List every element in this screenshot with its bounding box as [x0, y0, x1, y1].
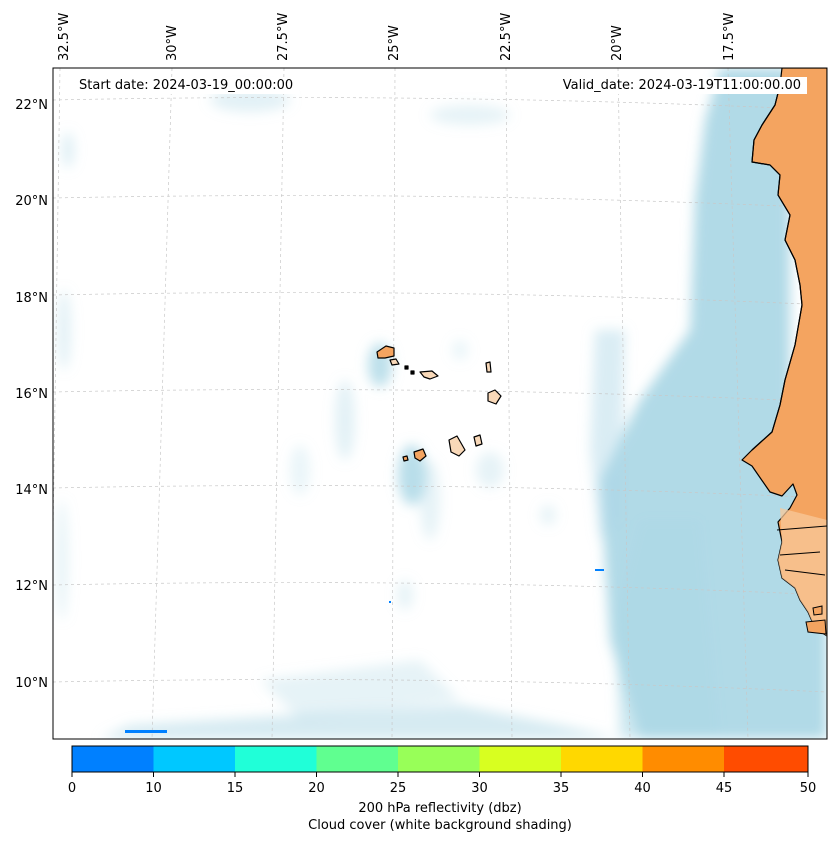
- colorbar-tick-20: 20: [308, 781, 325, 796]
- longitude-label-20w: 20°W: [610, 25, 625, 61]
- colorbar-tick-10: 10: [145, 781, 162, 796]
- colorbar-tick-50: 50: [799, 781, 817, 796]
- colorbar-tick-35: 35: [552, 781, 570, 796]
- valid-date-label: Valid_date: 2024-03-19T11:00:00.00: [556, 77, 807, 94]
- colorbar-segment-3: [316, 746, 398, 772]
- colorbar-segment-1: [153, 746, 235, 772]
- latitude-label-18n: 18°N: [15, 291, 48, 306]
- map-frame: [52, 67, 828, 740]
- longitude-label-30w: 30°W: [165, 25, 180, 61]
- latitude-label-16n: 16°N: [15, 387, 48, 402]
- colorbar-segment-8: [724, 746, 808, 772]
- colorbar-segment-0: [72, 746, 154, 772]
- colorbar-frame: [71, 745, 809, 773]
- graticule: [53, 68, 827, 739]
- latitude-label-20n: 20°N: [15, 194, 48, 209]
- longitude-label-25w: 25°W: [387, 25, 402, 61]
- start-date-label: Start date: 2024-03-19_00:00:00: [73, 77, 300, 94]
- colorbar-label: 200 hPa reflectivity (dbz): [358, 801, 522, 816]
- colorbar-segment-4: [398, 746, 480, 772]
- cloud-cover: [56, 68, 827, 739]
- longitude-label-27-5w: 27.5°W: [276, 12, 291, 61]
- colorbar-sublabel: Cloud cover (white background shading): [308, 818, 572, 833]
- longitude-label-17-5w: 17.5°W: [722, 12, 737, 61]
- longitude-label-32-5w: 32.5°W: [57, 12, 72, 61]
- african-coast: [741, 68, 827, 637]
- colorbar-segment-2: [235, 746, 317, 772]
- colorbar-tick-45: 45: [715, 781, 733, 796]
- colorbar-tick-15: 15: [226, 781, 244, 796]
- colorbar-segment-7: [642, 746, 724, 772]
- colorbar-segment-5: [479, 746, 561, 772]
- latitude-label-10n: 10°N: [15, 676, 48, 691]
- colorbar-tick-25: 25: [389, 781, 407, 796]
- colorbar-tick-30: 30: [471, 781, 488, 796]
- latitude-label-12n: 12°N: [15, 579, 48, 594]
- colorbar: [71, 745, 809, 777]
- cape-verde-islands: [376, 345, 502, 462]
- reflectivity-echoes: [125, 569, 604, 733]
- colorbar-tick-40: 40: [634, 781, 651, 796]
- colorbar-segment-6: [561, 746, 643, 772]
- latitude-label-22n: 22°N: [15, 98, 48, 113]
- longitude-label-22-5w: 22.5°W: [499, 12, 514, 61]
- colorbar-tick-0: 0: [67, 781, 77, 796]
- latitude-label-14n: 14°N: [15, 483, 48, 498]
